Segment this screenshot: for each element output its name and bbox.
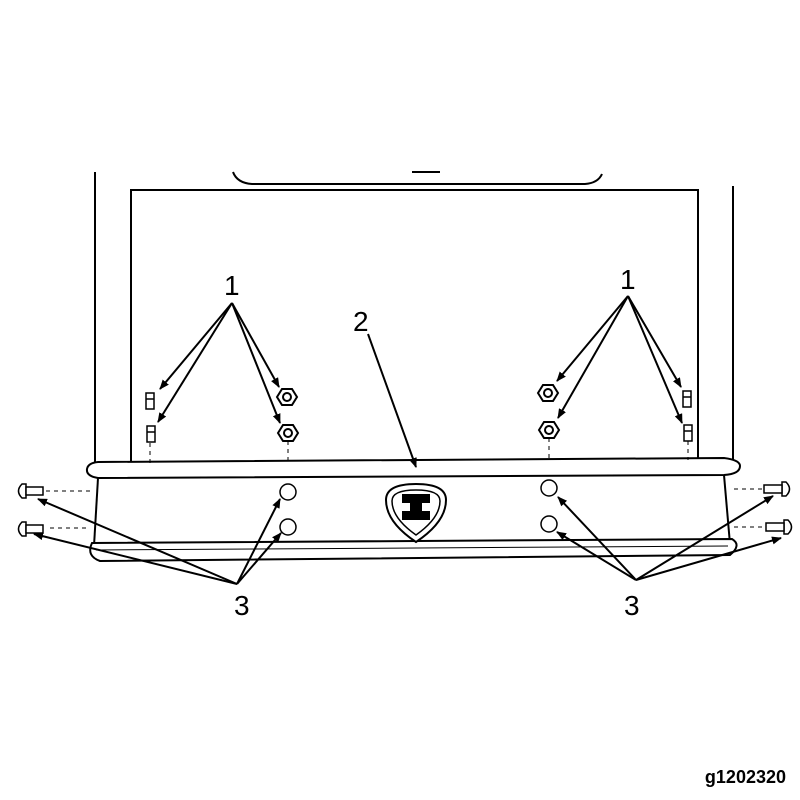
nut — [536, 384, 560, 402]
bolt — [17, 521, 44, 537]
top-lip — [232, 171, 603, 185]
leader-arrow — [159, 302, 233, 390]
bolt — [765, 519, 793, 535]
leader-arrow — [627, 295, 682, 388]
callout-3-left: 3 — [234, 590, 250, 621]
leader-arrow — [635, 536, 782, 581]
figure-id: g1202320 — [704, 767, 786, 787]
callout-1-right: 1 — [620, 264, 636, 295]
nut — [276, 424, 300, 442]
leader-arrow — [33, 532, 238, 585]
emblem-logo — [384, 482, 448, 544]
stud-clip — [682, 390, 692, 408]
bolt — [763, 481, 791, 497]
leader-arrow — [157, 302, 233, 423]
leader-arrow — [231, 302, 280, 388]
leader-arrow — [556, 531, 637, 581]
leader-arrow — [236, 498, 281, 585]
leader-arrow — [37, 498, 238, 585]
callout-3-right: 3 — [624, 590, 640, 621]
callout-1-left: 1 — [224, 270, 240, 301]
stud-clip — [145, 392, 155, 410]
bumper-hole — [279, 483, 297, 501]
nut — [275, 388, 299, 406]
leader-arrow — [367, 333, 417, 468]
grille-panel — [130, 189, 699, 464]
stud-clip — [146, 425, 156, 443]
leader-arrow — [556, 295, 629, 382]
bumper-hole — [540, 515, 558, 533]
callout-2: 2 — [353, 306, 369, 337]
bumper-hole — [540, 479, 558, 497]
leader-arrow — [557, 496, 637, 581]
leader-arrow — [231, 302, 281, 424]
leader-arrow — [627, 295, 683, 424]
bumper-hole — [279, 518, 297, 536]
stud-clip — [683, 424, 693, 442]
bolt — [17, 483, 44, 499]
nut — [537, 421, 561, 439]
leader-arrow — [236, 532, 282, 585]
leader-arrow — [635, 495, 774, 581]
leader-arrow — [557, 295, 629, 419]
